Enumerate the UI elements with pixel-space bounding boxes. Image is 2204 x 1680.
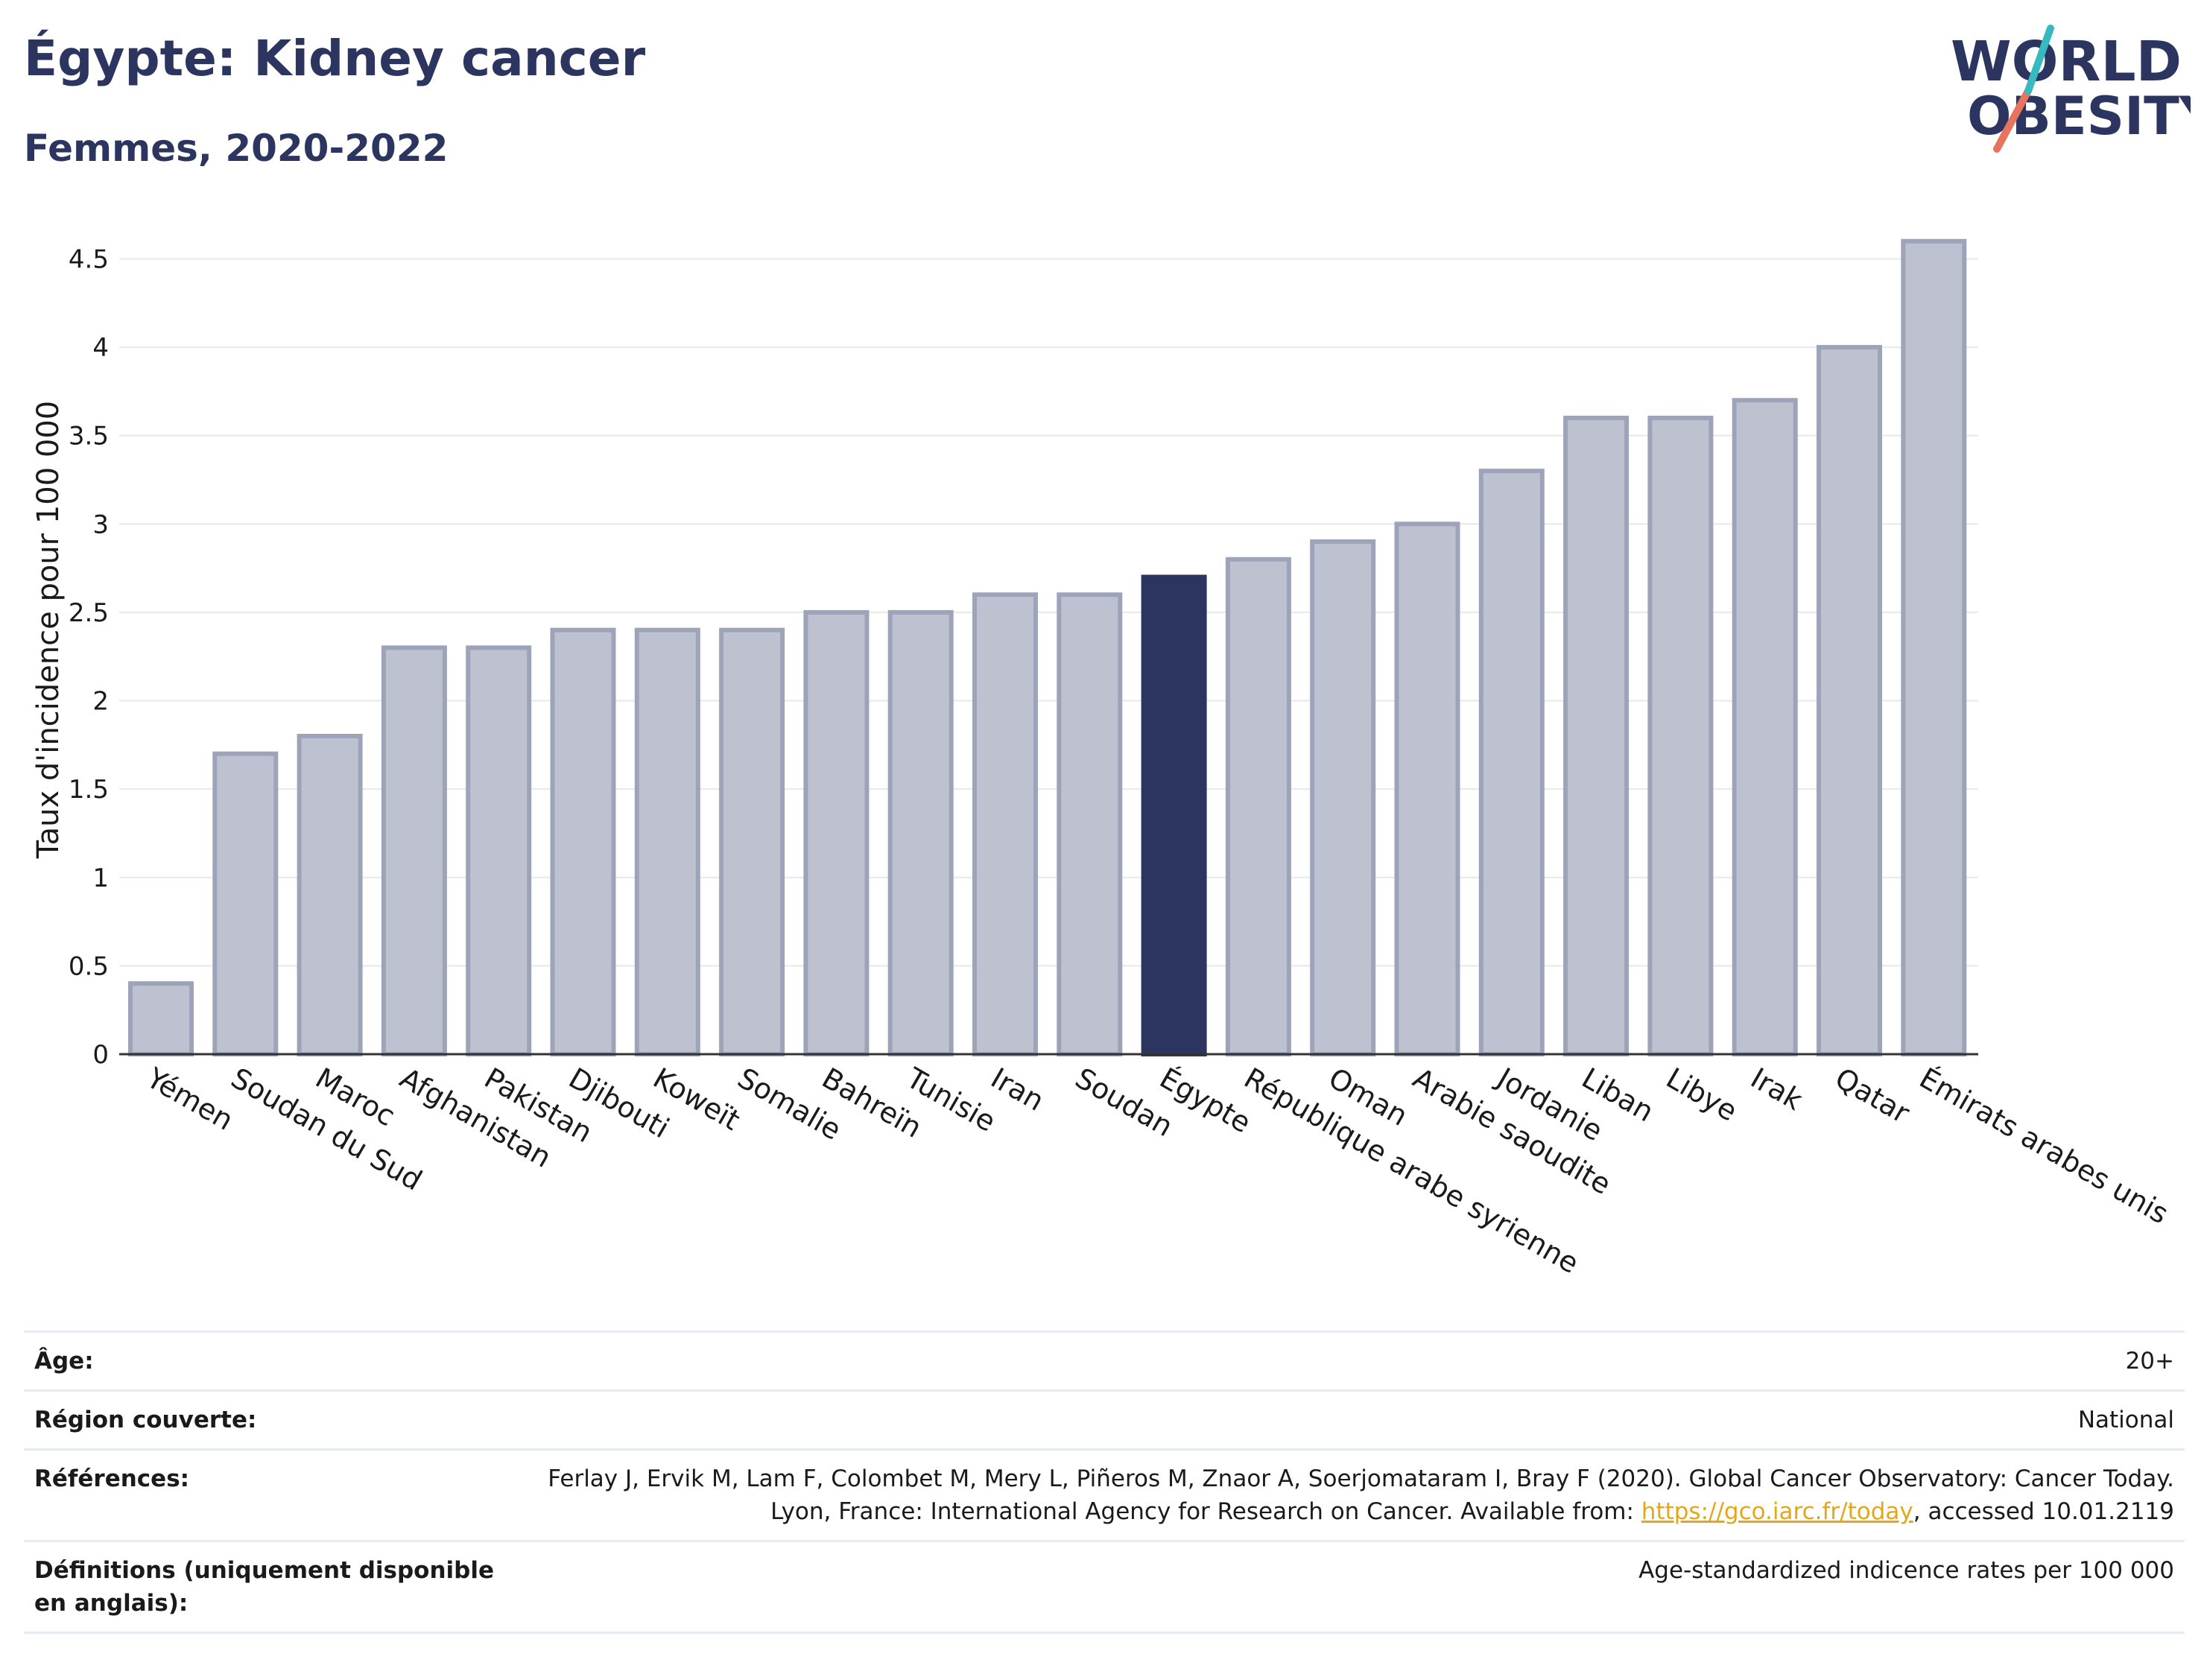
bar-19[interactable] (1732, 398, 1798, 1056)
y-tick-label: 0.5 (69, 951, 109, 981)
region-value: National (536, 1389, 2185, 1450)
svg-text:WORLD: WORLD (1951, 30, 2182, 94)
bar-8[interactable] (803, 609, 870, 1056)
bar-14[interactable] (1310, 539, 1376, 1056)
y-tick-label: 4 (92, 333, 109, 363)
bar-3[interactable] (381, 645, 447, 1056)
y-tick-label: 1 (92, 863, 109, 893)
bar-5[interactable] (550, 627, 616, 1056)
info-row-definitions: Définitions (uniquement disponible en an… (24, 1540, 2185, 1634)
bar-16[interactable] (1478, 469, 1545, 1056)
references-accessed: , accessed 10.01.2119 (1913, 1498, 2174, 1525)
y-tick-label: 2 (92, 687, 109, 717)
age-label: Âge: (24, 1331, 536, 1391)
y-tick-label: 0 (92, 1040, 109, 1070)
y-axis-ticks: 0 0.5 1 1.5 2 2.5 3 3.5 4 4.5 (69, 244, 109, 1070)
info-table: Âge: 20+ Région couverte: National Référ… (24, 1331, 2185, 1634)
definitions-value: Age-standardized indicence rates per 100… (536, 1540, 2185, 1634)
x-tick-label: Yémen (141, 1061, 239, 1137)
bars (128, 238, 1967, 1057)
bar-6[interactable] (634, 627, 700, 1056)
bar-17[interactable] (1563, 415, 1630, 1056)
chart-title: Égypte: Kidney cancer (24, 30, 646, 87)
bar-9[interactable] (887, 609, 954, 1056)
bar-15[interactable] (1394, 522, 1460, 1056)
x-tick-label: Irak (1745, 1062, 1808, 1117)
references-text: Ferlay J, Ervik M, Lam F, Colombet M, Me… (548, 1465, 2174, 1525)
y-tick-label: 1.5 (69, 775, 109, 805)
bar-20[interactable] (1817, 345, 1882, 1056)
y-tick-label: 4.5 (69, 244, 109, 274)
y-tick-label: 3 (92, 510, 109, 539)
info-row-references: Références: Ferlay J, Ervik M, Lam F, Co… (24, 1448, 2185, 1541)
bar-13[interactable] (1225, 557, 1291, 1056)
y-axis-title: Taux d'incidence pour 100 000 (31, 401, 66, 859)
x-tick-label: Libye (1661, 1062, 1743, 1128)
bar-18[interactable] (1647, 415, 1714, 1056)
bar-11[interactable] (1057, 592, 1123, 1056)
y-tick-label: 2.5 (69, 598, 109, 628)
references-value: Ferlay J, Ervik M, Lam F, Colombet M, Me… (536, 1448, 2185, 1541)
bar-4[interactable] (466, 645, 532, 1056)
bar-0[interactable] (128, 981, 194, 1056)
references-link[interactable]: https://gco.iarc.fr/today (1641, 1498, 1913, 1525)
bar-10[interactable] (972, 592, 1038, 1056)
y-tick-label: 3.5 (69, 422, 109, 451)
bar-7[interactable] (719, 627, 785, 1056)
chart-subtitle: Femmes, 2020-2022 (24, 127, 449, 170)
bar-2[interactable] (297, 733, 363, 1056)
definitions-label: Définitions (uniquement disponible en an… (24, 1540, 536, 1634)
x-tick-label: Qatar (1830, 1062, 1916, 1130)
bar-1[interactable] (212, 751, 279, 1057)
x-tick-label: Soudan (1070, 1062, 1179, 1144)
age-value: 20+ (536, 1331, 2185, 1391)
x-tick-label: Émirats arabes unis (1914, 1062, 2174, 1231)
world-obesity-logo: WORLD OBESITY (1951, 25, 2191, 153)
references-label: Références: (24, 1448, 536, 1541)
bar-21[interactable] (1901, 238, 1967, 1057)
info-row-region: Région couverte: National (24, 1389, 2185, 1450)
bar-12[interactable] (1141, 574, 1207, 1056)
info-row-age: Âge: 20+ (24, 1331, 2185, 1391)
region-label: Région couverte: (24, 1389, 536, 1450)
